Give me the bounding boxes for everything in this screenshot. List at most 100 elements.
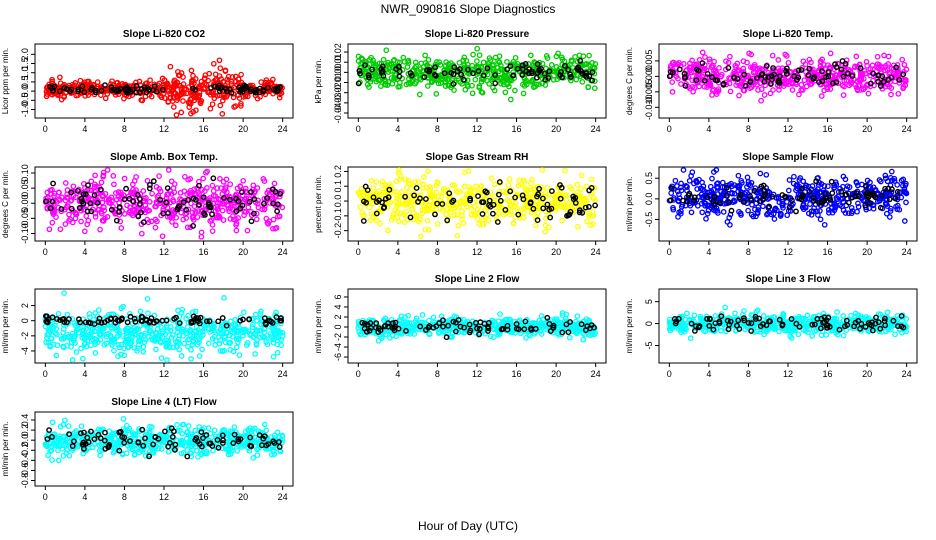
data-point <box>442 187 448 194</box>
data-point <box>270 225 276 232</box>
flagged-data-point <box>246 198 253 205</box>
y-tick-label: -4 <box>333 343 343 351</box>
data-point <box>138 230 145 237</box>
flagged-data-point <box>196 182 202 189</box>
data-point <box>423 205 430 212</box>
data-point <box>468 186 474 193</box>
flagged-data-point <box>475 68 482 75</box>
data-point <box>205 340 212 347</box>
data-point <box>550 77 557 83</box>
data-point <box>242 93 249 100</box>
flagged-data-point <box>362 62 368 68</box>
flagged-data-point <box>248 86 255 93</box>
flagged-data-point <box>238 189 245 196</box>
data-point <box>238 71 244 78</box>
flagged-data-point <box>68 189 75 196</box>
flagged-data-point <box>486 197 493 204</box>
data-point <box>118 225 125 231</box>
data-point <box>104 167 111 173</box>
y-tick-label: -0.5 <box>20 93 30 109</box>
data-point <box>68 197 75 203</box>
flagged-data-point <box>504 66 511 73</box>
data-point <box>110 173 117 179</box>
flagged-data-point <box>386 186 393 193</box>
flagged-data-point <box>454 68 461 75</box>
flagged-data-point <box>125 85 132 92</box>
flagged-data-point <box>527 200 534 207</box>
flagged-data-point <box>467 197 474 204</box>
data-point <box>121 175 128 182</box>
data-point <box>553 64 560 70</box>
x-tick-label: 20 <box>862 247 872 257</box>
data-point <box>537 201 544 207</box>
data-point <box>131 203 138 210</box>
flagged-data-point <box>94 199 101 206</box>
data-point <box>73 349 80 355</box>
data-point <box>578 172 585 179</box>
x-tick-label: 4 <box>395 247 400 257</box>
data-point <box>427 186 434 193</box>
data-point <box>696 70 703 77</box>
data-point <box>902 77 909 83</box>
x-tick-label: 0 <box>356 247 361 257</box>
data-point <box>382 182 389 189</box>
x-tick-label: 20 <box>238 124 248 134</box>
data-point <box>745 207 751 214</box>
flagged-data-point <box>408 72 415 79</box>
x-tick-label: 20 <box>238 369 248 379</box>
data-point <box>213 196 219 203</box>
data-point <box>445 65 452 71</box>
flagged-data-point <box>829 190 836 197</box>
flagged-data-point <box>363 199 369 206</box>
y-axis-label: ml/min per min. <box>625 177 634 232</box>
flagged-data-point <box>783 68 789 74</box>
data-point <box>562 167 568 174</box>
data-point <box>508 208 514 215</box>
x-tick-label: 24 <box>278 124 288 134</box>
y-tick-label: -0.02 <box>333 82 343 103</box>
flagged-data-point <box>576 207 583 214</box>
data-point <box>271 180 278 187</box>
data-point <box>69 357 76 363</box>
data-point <box>232 192 239 199</box>
data-point <box>882 67 889 74</box>
y-tick-label: 0.005 <box>644 50 654 73</box>
flagged-data-point <box>885 76 892 83</box>
data-point <box>385 183 392 190</box>
data-point <box>366 56 373 63</box>
data-point <box>865 90 872 97</box>
data-point <box>101 204 107 211</box>
data-point <box>117 189 124 196</box>
data-point <box>758 97 764 104</box>
flagged-data-point <box>483 189 490 196</box>
data-point <box>107 200 114 207</box>
data-point <box>230 94 237 101</box>
data-point <box>58 208 65 215</box>
data-point <box>451 182 458 189</box>
flagged-data-point <box>839 58 846 64</box>
flagged-data-point <box>489 210 496 217</box>
data-point <box>436 59 443 65</box>
flagged-data-point <box>559 74 566 81</box>
data-point <box>496 201 503 207</box>
x-tick-label: 12 <box>472 247 482 257</box>
data-point <box>108 81 114 87</box>
x-tick-label: 0 <box>356 124 361 134</box>
y-axis-label: kPa per min. <box>314 59 323 104</box>
x-tick-label: 0 <box>43 247 48 257</box>
flagged-data-point <box>540 205 547 212</box>
data-point <box>441 67 448 74</box>
data-point <box>899 56 906 63</box>
flagged-data-point <box>712 77 719 84</box>
data-point <box>95 307 102 313</box>
data-point <box>785 59 792 66</box>
data-point <box>62 197 69 204</box>
flagged-data-point <box>396 68 403 75</box>
data-point <box>403 184 410 191</box>
data-point <box>437 62 444 68</box>
data-point <box>672 177 679 184</box>
data-point <box>388 216 395 223</box>
data-point <box>456 204 463 210</box>
data-point <box>216 57 223 64</box>
data-point <box>433 91 440 97</box>
